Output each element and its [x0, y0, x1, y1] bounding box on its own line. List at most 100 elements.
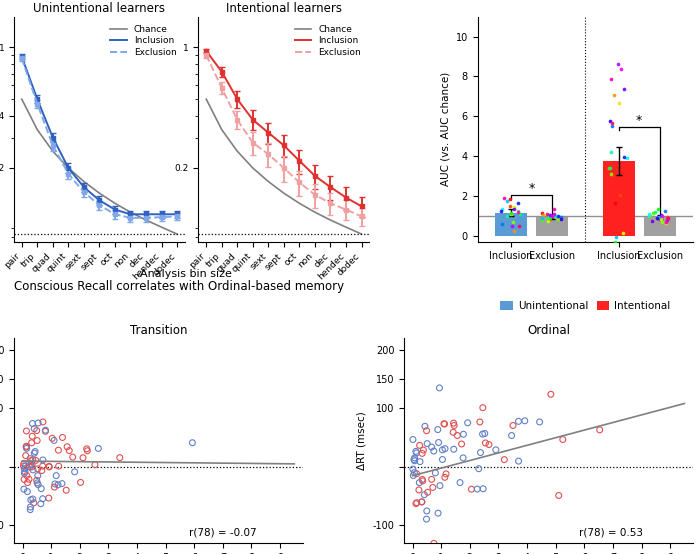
Point — [655, 215, 666, 224]
Point — [421, 427, 432, 435]
Point — [433, 438, 444, 447]
Point — [542, 216, 554, 225]
Text: *: * — [528, 182, 535, 195]
Point — [21, 444, 32, 453]
Point — [37, 494, 48, 503]
Point — [27, 465, 38, 474]
Point — [20, 443, 32, 452]
Point — [613, 99, 624, 108]
Point — [25, 495, 36, 504]
Bar — [495, 213, 527, 235]
Point — [514, 209, 526, 218]
Point — [93, 444, 104, 453]
Point — [555, 213, 566, 222]
Point — [82, 447, 93, 455]
Title: Intentional learners: Intentional learners — [226, 2, 342, 16]
Point — [29, 449, 40, 458]
Point — [506, 431, 517, 440]
Point — [187, 438, 198, 447]
Point — [607, 122, 618, 131]
Point — [549, 204, 560, 213]
Point — [52, 446, 64, 455]
Point — [495, 207, 506, 216]
Point — [32, 480, 43, 489]
Point — [40, 426, 51, 435]
Point — [552, 212, 564, 220]
Point — [29, 424, 40, 433]
Point — [603, 164, 614, 173]
Point — [549, 210, 560, 219]
Point — [655, 211, 666, 219]
Point — [659, 207, 671, 216]
Point — [410, 447, 421, 456]
Point — [456, 439, 467, 448]
Point — [498, 193, 510, 202]
Point — [519, 417, 531, 425]
Point — [36, 484, 47, 493]
Point — [643, 212, 655, 220]
Point — [505, 209, 517, 218]
Point — [408, 455, 419, 464]
Point — [81, 444, 92, 453]
Point — [536, 208, 547, 217]
Point — [53, 461, 64, 470]
Point — [48, 436, 60, 445]
Point — [606, 147, 617, 156]
Point — [555, 214, 566, 223]
Point — [26, 438, 37, 447]
Point — [508, 204, 519, 213]
Point — [508, 226, 519, 235]
Point — [37, 455, 48, 464]
Point — [508, 421, 519, 430]
Point — [413, 485, 424, 494]
Point — [421, 515, 432, 524]
Point — [662, 212, 673, 221]
Point — [606, 170, 617, 178]
Point — [43, 494, 55, 502]
Point — [662, 216, 673, 224]
Bar — [644, 217, 676, 235]
Point — [541, 209, 552, 218]
Point — [407, 471, 419, 480]
Point — [545, 210, 556, 219]
Point — [26, 463, 37, 471]
Point — [661, 217, 672, 226]
Point — [610, 233, 621, 242]
Point — [31, 476, 42, 485]
Point — [652, 214, 663, 223]
Point — [484, 440, 495, 449]
Text: Analysis bin size: Analysis bin size — [139, 269, 232, 279]
Point — [513, 417, 524, 426]
Point — [419, 422, 430, 430]
Point — [36, 466, 48, 475]
Point — [64, 446, 75, 455]
Point — [657, 212, 668, 220]
Point — [22, 487, 33, 496]
Point — [537, 211, 548, 219]
Point — [25, 454, 36, 463]
Point — [617, 228, 628, 237]
Point — [433, 509, 444, 517]
Point — [428, 539, 440, 548]
Point — [43, 462, 55, 471]
Point — [477, 484, 489, 493]
Point — [447, 428, 458, 437]
Point — [547, 212, 558, 221]
Point — [75, 478, 86, 487]
Point — [434, 481, 445, 490]
Point — [438, 419, 449, 428]
Point — [57, 433, 68, 442]
Point — [418, 445, 429, 454]
Point — [662, 214, 673, 223]
Point — [407, 435, 419, 444]
Point — [472, 485, 483, 494]
Point — [62, 442, 73, 451]
Point — [421, 439, 433, 448]
Point — [458, 430, 469, 439]
Point — [534, 418, 545, 427]
Point — [513, 456, 524, 465]
Point — [409, 456, 420, 465]
Point — [439, 473, 450, 482]
Point — [550, 212, 561, 220]
Point — [501, 196, 512, 205]
